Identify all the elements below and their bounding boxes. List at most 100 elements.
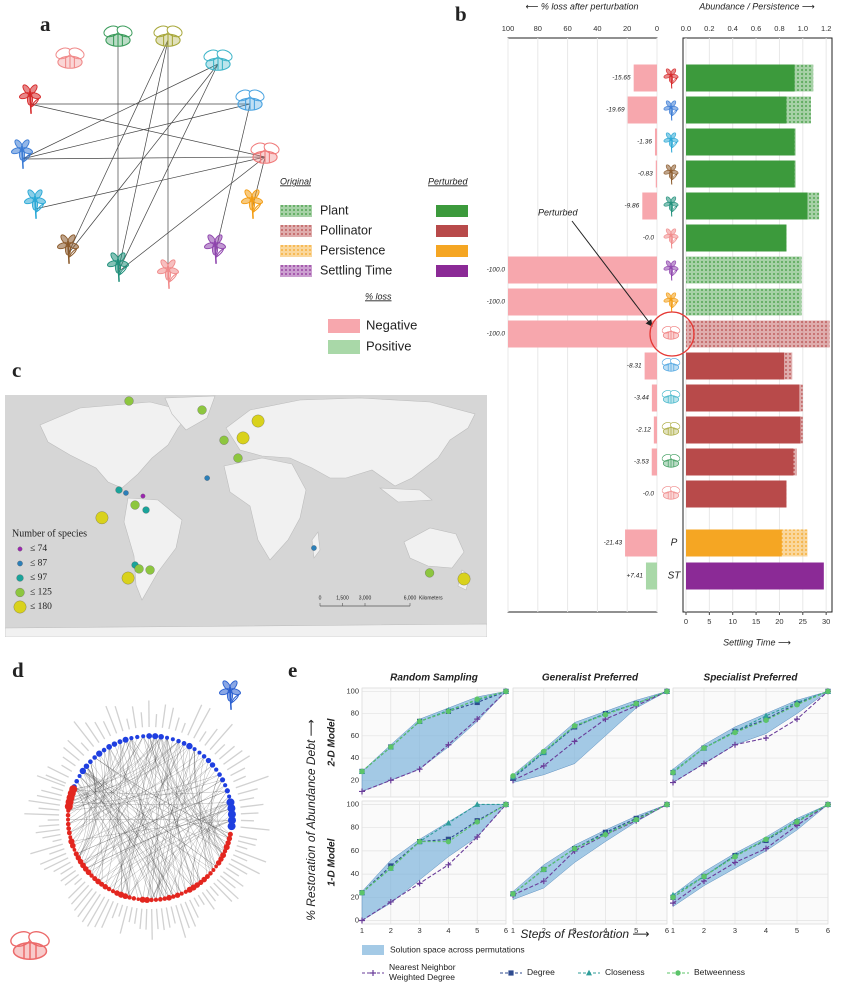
label-stroke [174,717,180,731]
edge [91,745,190,876]
legend-marker [17,560,23,567]
bee-icon [661,486,681,500]
marker [359,788,365,795]
label-stroke [145,908,148,930]
label-stroke [181,722,186,733]
marker [670,769,676,776]
label-stroke [240,812,259,815]
label-stroke [45,774,67,784]
label-stroke [73,721,95,747]
edge [29,103,266,158]
marker [474,819,480,825]
marker [701,873,707,880]
x-tick-label: 1 [511,926,515,935]
edge [79,775,170,898]
marker [510,891,516,897]
bee-icon [661,358,681,372]
bee-icon [103,25,133,47]
label-stroke [228,863,248,875]
legend-swatch [280,245,312,257]
row-label: P [671,538,678,549]
edge [194,749,227,848]
node [106,886,112,892]
flower-icon [241,189,263,219]
edge [129,769,217,898]
legend-text-box: Degree [527,967,555,977]
petal [57,242,69,250]
x-tick-label: 80 [534,24,542,33]
marker [445,708,452,715]
x-tick-label: 2 [389,926,393,935]
bee-icon [203,49,233,71]
label-stroke [119,905,128,934]
node [162,896,167,901]
legend-label: Solution space across permutations [390,944,525,954]
node [66,830,72,836]
marker [474,696,480,702]
edge [94,757,231,835]
edge [71,820,232,842]
legend-label: Betweenness [694,967,746,977]
petal [19,92,31,100]
label-stroke [226,755,251,771]
edge [76,781,130,898]
node [227,810,236,819]
edge [105,743,185,887]
node [136,897,141,901]
label-stroke [49,848,65,855]
edge [70,739,126,838]
edge [70,745,190,798]
edge [94,757,231,835]
edge [82,779,223,866]
label-stroke [68,881,86,899]
perturbed-bar [686,416,801,444]
edge [143,736,186,892]
node [135,734,140,740]
y-tick-label: 60 [351,846,359,855]
node [110,889,116,894]
legend-title: Number of species [12,528,87,539]
site [121,571,135,585]
edge [176,741,186,892]
loss-bar [625,529,657,557]
legend-heading: Perturbed [428,176,469,186]
label-stroke [42,833,61,839]
edge [213,808,232,860]
label-stroke [105,705,118,734]
edge [117,39,169,273]
node [214,864,218,869]
x-tick-label: 5 [795,926,799,935]
legend-swatch [280,225,312,237]
legend-swatch [280,265,312,277]
label-stroke [233,775,246,783]
label-stroke [155,908,159,930]
marker [675,970,681,976]
edge [154,736,161,900]
label-stroke [239,797,255,802]
perturbed-bar [686,128,795,156]
node [222,848,228,854]
edge [166,737,178,896]
node [176,738,181,744]
edge [189,746,217,867]
legend-label: Negative [366,317,417,332]
edge [108,746,123,895]
edge [74,786,143,900]
label-stroke [187,704,203,736]
edge [78,736,138,858]
marker [794,701,800,708]
x-tick-label: 20 [623,24,631,33]
edge [119,741,131,898]
label-stroke [77,891,97,918]
marker [586,969,592,976]
flower-icon [24,189,46,219]
axis-title: Settling Time ⟶ [723,637,791,647]
x-tick-label: 0 [684,617,688,626]
legend-marker [15,587,25,598]
label-stroke [168,707,175,730]
loss-bar [651,384,657,412]
label-stroke [67,739,85,756]
label-stroke [61,764,73,772]
edge [155,746,190,900]
